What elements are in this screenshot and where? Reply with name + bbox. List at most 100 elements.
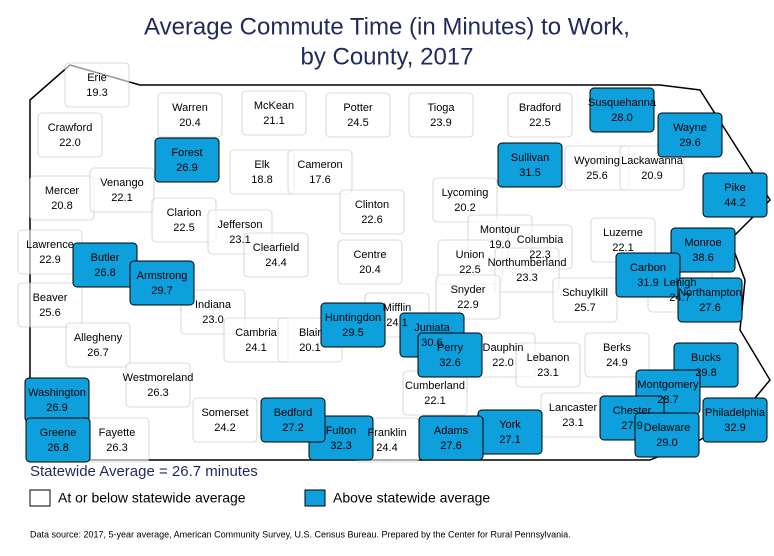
county-value: 24.9 — [606, 357, 627, 369]
county-value: 22.1 — [424, 395, 445, 407]
county-value: 22.5 — [529, 117, 550, 129]
county-name: Columbia — [517, 234, 564, 246]
county-name: Northampton — [678, 287, 742, 299]
county-value: 31.9 — [637, 277, 658, 289]
county-value: 32.3 — [330, 440, 351, 452]
county-value: 25.7 — [574, 302, 595, 314]
county — [677, 277, 743, 323]
county-value: 22.5 — [459, 264, 480, 276]
county-value: 21.1 — [263, 115, 284, 127]
county-name: Venango — [100, 177, 143, 189]
county-name: Lehigh — [663, 277, 696, 289]
county — [515, 342, 581, 388]
county — [84, 417, 150, 463]
county-name: Erie — [87, 72, 107, 84]
county-name: Westmoreland — [123, 372, 194, 384]
county — [402, 370, 468, 416]
county-name: Dauphin — [483, 342, 524, 354]
county-name: Greene — [40, 427, 77, 439]
legend-swatch — [304, 489, 326, 507]
county-name: Mifflin — [383, 302, 412, 314]
county-value: 22.0 — [492, 357, 513, 369]
county — [325, 92, 391, 138]
county — [408, 92, 474, 138]
county-value: 24.5 — [347, 117, 368, 129]
statewide-average: Statewide Average = 26.7 minutes — [30, 463, 258, 480]
county-name: Lancaster — [549, 402, 598, 414]
county — [37, 112, 103, 158]
county-value: 23.1 — [537, 367, 558, 379]
county-value: 38.6 — [692, 252, 713, 264]
county-value: 17.6 — [309, 174, 330, 186]
county — [657, 112, 723, 158]
county — [584, 332, 650, 378]
county-value: 26.7 — [87, 347, 108, 359]
county-name: Huntingdon — [325, 312, 381, 324]
county-name: Wyoming — [574, 155, 620, 167]
county-value: 24.1 — [386, 317, 407, 329]
county-name: Butler — [91, 252, 120, 264]
counties: Erie 19.3 Warren 20.4 McKean 21.1 Potter 24.5 Ti… — [17, 62, 768, 463]
county-name: Union — [456, 249, 485, 261]
county-name: Monroe — [684, 237, 721, 249]
county-name: Wayne — [673, 122, 707, 134]
county-name: Armstrong — [137, 270, 188, 282]
county-name: Luzerne — [603, 227, 643, 239]
county-value: 22.0 — [59, 137, 80, 149]
county-value: 29.8 — [695, 367, 716, 379]
county-name: Crawford — [48, 122, 93, 134]
county — [477, 409, 543, 455]
county-value: 31.5 — [519, 167, 540, 179]
county — [589, 87, 655, 133]
county-name: Indiana — [195, 299, 232, 311]
county-name: Berks — [603, 342, 632, 354]
county-name: Warren — [172, 102, 208, 114]
county-value: 27.6 — [699, 302, 720, 314]
county — [157, 92, 223, 138]
county-value: 29.6 — [679, 137, 700, 149]
county-name: Susquehanna — [588, 97, 657, 109]
county-name: Beaver — [33, 292, 68, 304]
county-value: 26.8 — [94, 267, 115, 279]
county-value: 22.6 — [361, 214, 382, 226]
county-value: 24.1 — [245, 342, 266, 354]
county-name: Clearfield — [253, 242, 299, 254]
county — [241, 90, 307, 136]
county-name: Franklin — [367, 427, 406, 439]
county-value: 28.0 — [611, 112, 632, 124]
county — [320, 302, 386, 348]
county-value: 27.6 — [440, 440, 461, 452]
county-value: 44.2 — [724, 197, 745, 209]
county-value: 20.8 — [51, 200, 72, 212]
county-value: 29.7 — [151, 285, 172, 297]
county-name: Forest — [171, 147, 202, 159]
county-name: York — [499, 419, 521, 431]
county-value: 20.1 — [299, 342, 320, 354]
county — [615, 252, 681, 298]
county-value: 20.9 — [641, 170, 662, 182]
county-value: 32.9 — [724, 422, 745, 434]
county-name: Snyder — [451, 284, 486, 296]
county-value: 23.9 — [430, 117, 451, 129]
county-value: 28.7 — [657, 394, 678, 406]
county-name: Adams — [434, 425, 469, 437]
county — [260, 397, 326, 443]
county-value: 20.4 — [179, 117, 200, 129]
legend-label: At or below statewide average — [58, 490, 246, 506]
county — [494, 247, 560, 293]
county — [72, 242, 138, 288]
county-name: Washington — [28, 387, 86, 399]
county-value: 27.9 — [621, 420, 642, 432]
county-name: Northumberland — [488, 257, 567, 269]
county-value: 23.1 — [229, 234, 250, 246]
county-name: Cumberland — [405, 380, 465, 392]
county — [507, 92, 573, 138]
county-name: Centre — [353, 249, 386, 261]
county-value: 26.9 — [46, 402, 67, 414]
county-name: Lawrence — [26, 239, 74, 251]
county-value: 22.1 — [111, 192, 132, 204]
county-value: 27.2 — [282, 422, 303, 434]
county — [89, 167, 155, 213]
county — [497, 142, 563, 188]
